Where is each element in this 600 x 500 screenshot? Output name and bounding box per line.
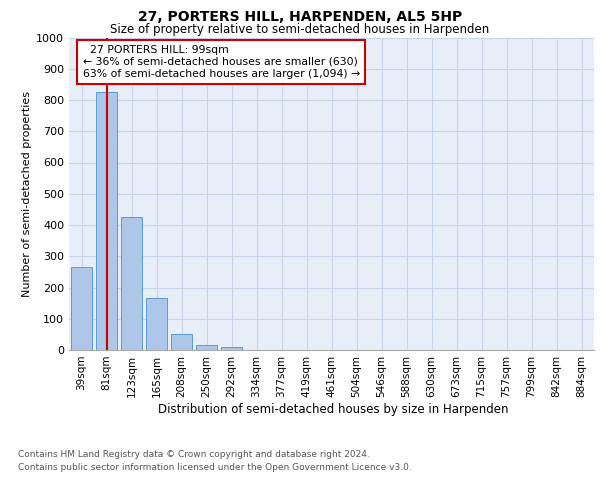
Bar [171,334,192,350]
Bar [71,267,92,350]
Bar [146,298,167,350]
Text: Size of property relative to semi-detached houses in Harpenden: Size of property relative to semi-detach… [110,22,490,36]
Text: 27, PORTERS HILL, HARPENDEN, AL5 5HP: 27, PORTERS HILL, HARPENDEN, AL5 5HP [138,10,462,24]
Bar [196,346,217,350]
Y-axis label: Number of semi-detached properties: Number of semi-detached properties [22,91,32,296]
Bar [121,217,142,350]
Text: Contains HM Land Registry data © Crown copyright and database right 2024.: Contains HM Land Registry data © Crown c… [18,450,370,459]
Bar [221,347,242,350]
Text: Contains public sector information licensed under the Open Government Licence v3: Contains public sector information licen… [18,462,412,471]
Text: Distribution of semi-detached houses by size in Harpenden: Distribution of semi-detached houses by … [158,402,508,415]
Text: 27 PORTERS HILL: 99sqm
← 36% of semi-detached houses are smaller (630)
63% of se: 27 PORTERS HILL: 99sqm ← 36% of semi-det… [83,46,360,78]
Bar [96,92,117,350]
